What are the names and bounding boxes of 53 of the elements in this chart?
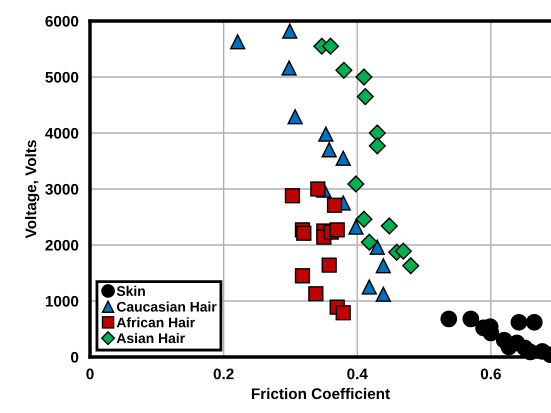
point <box>294 268 310 284</box>
y-tick-label: 2000 <box>45 240 78 251</box>
point <box>370 240 385 255</box>
x-tick-label: 0.4 <box>347 368 368 380</box>
y-tick-label: 0 <box>70 352 78 363</box>
x-tick-label: 0.6 <box>480 368 501 380</box>
y-axis-title: Voltage, Volts <box>25 140 40 238</box>
point <box>462 310 480 328</box>
point <box>362 279 377 295</box>
point <box>526 314 543 331</box>
point <box>510 314 528 331</box>
y-tick-label: 5000 <box>45 72 78 83</box>
point <box>380 217 398 235</box>
y-tick-label: 3000 <box>45 184 78 195</box>
x-axis-title: Friction Coefficient <box>252 388 390 400</box>
point <box>322 38 340 55</box>
point <box>296 226 312 241</box>
legend-label: African Hair <box>116 317 195 328</box>
point <box>440 310 458 328</box>
point <box>356 88 374 106</box>
y-tick-label: 4000 <box>45 128 78 139</box>
point <box>322 142 337 158</box>
point <box>281 60 297 76</box>
point <box>282 23 298 39</box>
point <box>310 181 326 197</box>
point <box>360 234 378 251</box>
point <box>336 305 351 320</box>
y-tick-label: 1000 <box>46 296 78 307</box>
point <box>308 286 324 302</box>
point <box>284 188 300 204</box>
x-tick-label: 0 <box>86 368 94 380</box>
point <box>368 137 386 154</box>
point <box>322 258 337 273</box>
y-tick-label: 6000 <box>45 16 78 27</box>
legend-label: Asian Hair <box>116 332 185 344</box>
point <box>330 222 345 238</box>
legend-label: Caucasian Hair <box>116 301 217 312</box>
point <box>376 286 391 302</box>
point <box>230 34 246 50</box>
point <box>355 68 372 86</box>
point <box>347 175 364 193</box>
point <box>394 242 412 260</box>
point <box>287 109 303 124</box>
point <box>376 258 391 274</box>
point <box>318 126 334 142</box>
point <box>348 219 364 235</box>
point <box>326 198 342 213</box>
point <box>335 62 352 79</box>
x-tick-label: 0.2 <box>214 368 234 380</box>
legend-label: Skin <box>116 286 145 296</box>
point <box>402 257 420 274</box>
point <box>336 150 351 166</box>
point <box>355 210 372 228</box>
